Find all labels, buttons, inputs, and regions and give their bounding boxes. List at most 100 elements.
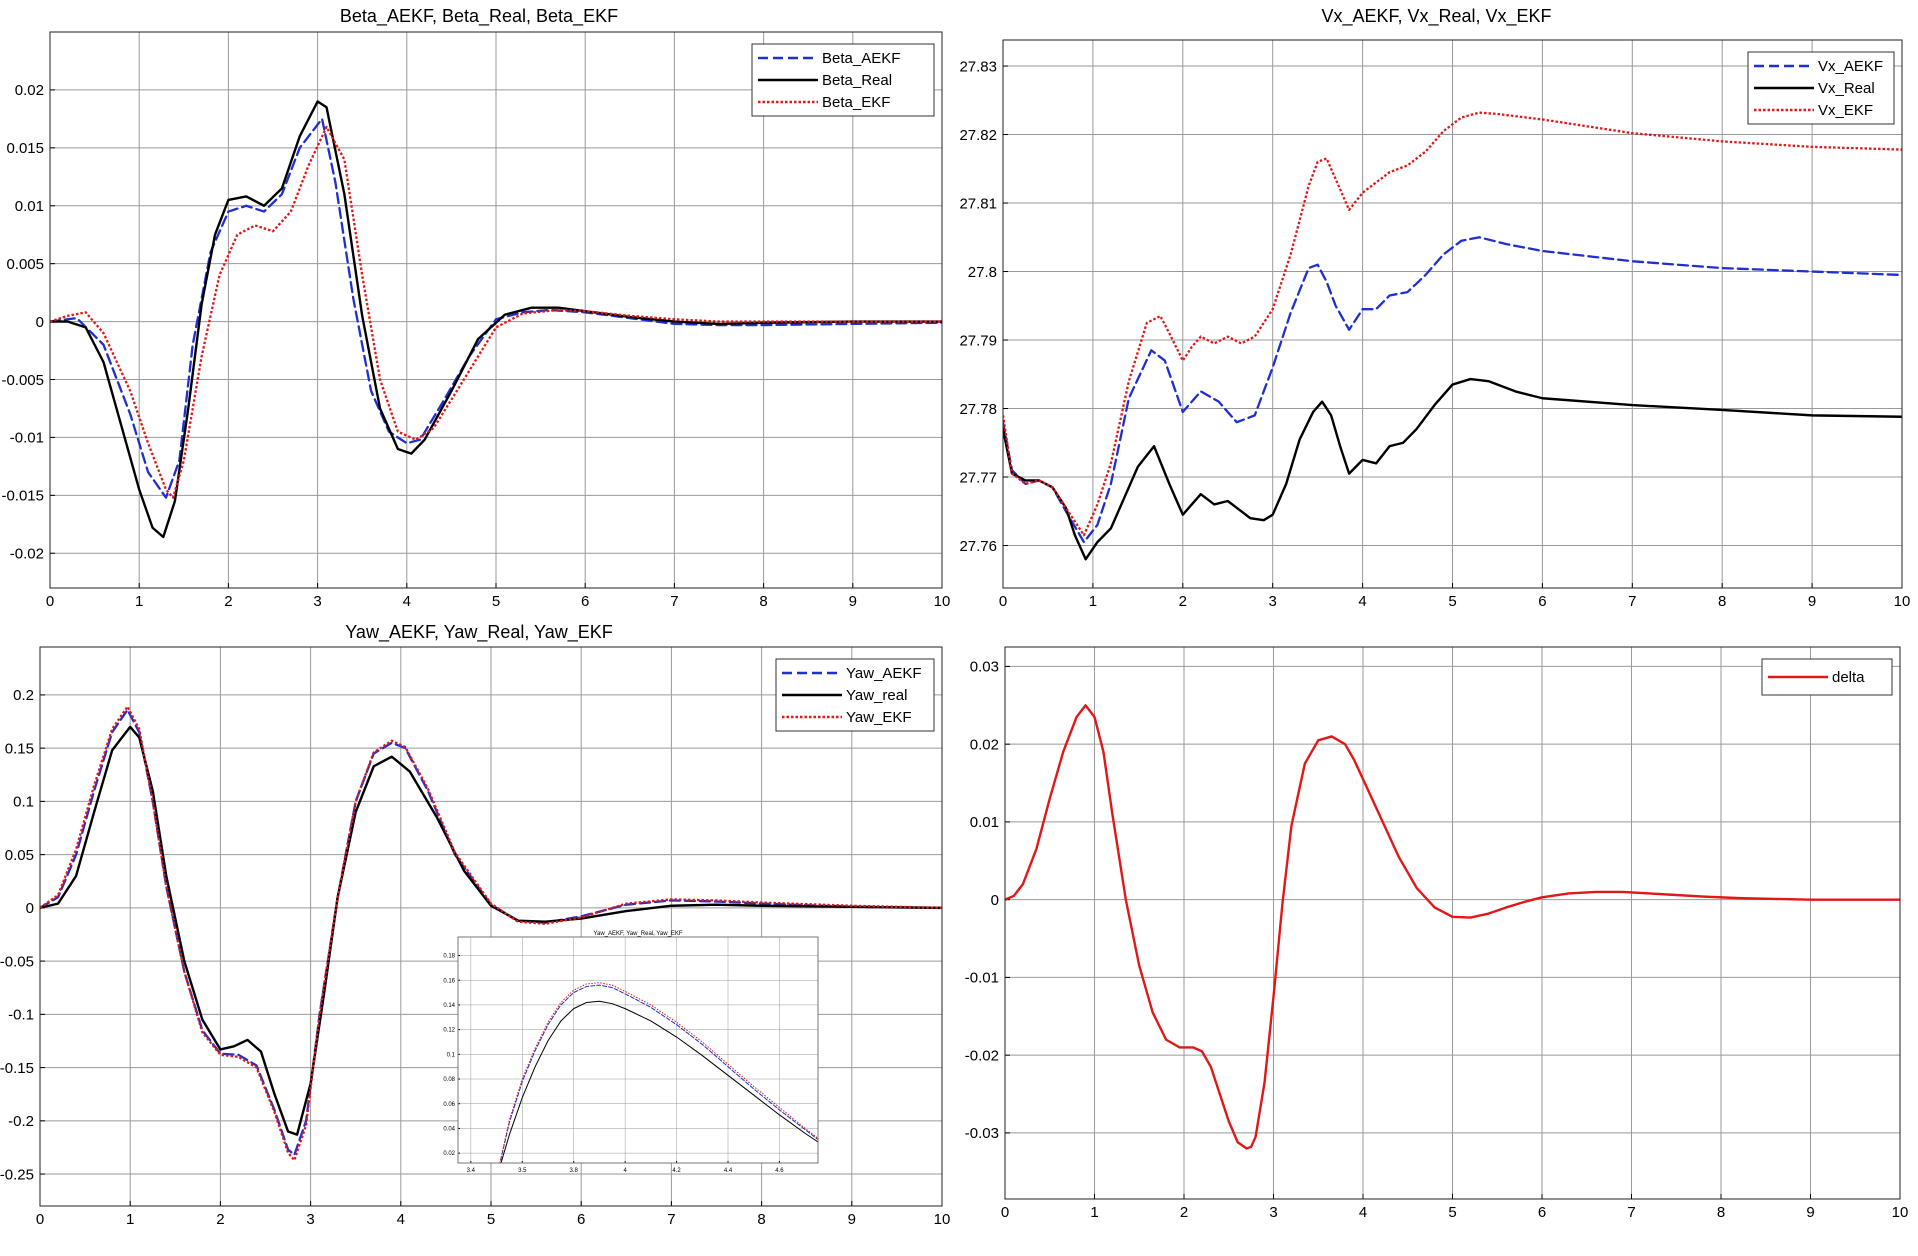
x-tick-label: 9	[849, 593, 857, 610]
x-tick-label: 10	[934, 1211, 951, 1228]
legend-label: Beta_AEKF	[822, 50, 900, 67]
chart-yaw-inset: 3.4 3.5 3.8 4 4.2 4.4 4.6 0.18 0.16 0.14 0.12 0.1 0.…	[443, 931, 819, 1174]
chart-beta: 0 1 2 3 4 5 6 7 8 9 10 0.02 0.015 0.01 0.005 0 -0.005 -0.…	[1, 31, 950, 610]
x-tick-label: 6	[581, 593, 589, 610]
legend: Vx_AEKF Vx_Real Vx_EKF	[1747, 51, 1895, 125]
x-tick-label: 3	[1269, 593, 1277, 610]
chart-title-yaw: Yaw_AEKF, Yaw_Real, Yaw_EKF	[345, 622, 613, 642]
y-tick-label: 0.08	[443, 1077, 455, 1083]
x-tick-label: 4.2	[672, 1168, 681, 1174]
series-line-vx_aekf	[1003, 236, 1902, 544]
legend-label: Yaw_real	[846, 687, 907, 704]
x-tick-label: 2	[1179, 593, 1187, 610]
y-tick-label: 0	[36, 314, 44, 331]
x-tick-label: 5	[1448, 1204, 1456, 1221]
y-tick-label: 0.03	[970, 659, 999, 676]
x-tick-label: 7	[1628, 593, 1636, 610]
plot-frame	[1004, 646, 1901, 1200]
y-tick-label: 0.12	[443, 1028, 455, 1034]
plot-frame	[1002, 39, 1903, 589]
plot-frame	[457, 936, 819, 1164]
y-tick-label: -0.25	[0, 1166, 34, 1183]
y-tick-label: -0.01	[965, 970, 999, 987]
x-tick-label: 3.8	[570, 1168, 579, 1174]
y-tick-label: 0.02	[15, 82, 44, 99]
y-tick-label: 27.83	[959, 58, 997, 75]
x-tick-label: 9	[1806, 1204, 1814, 1221]
x-tick-label: 3	[1269, 1204, 1277, 1221]
x-tick-label: 1	[126, 1211, 134, 1228]
y-tick-label: 0.15	[5, 740, 34, 757]
legend-label: Vx_AEKF	[1818, 58, 1883, 75]
chart-delta: 0 1 2 3 4 5 6 7 8 9 10 0.03 0.02 0.01 0 -0.01 -0.02 -0.03…	[965, 646, 1908, 1221]
plot-frame	[49, 31, 943, 589]
x-tick-label: 0	[36, 1211, 44, 1228]
x-tick-label: 9	[848, 1211, 856, 1228]
x-tick-label: 3	[313, 593, 321, 610]
y-tick-label: 0.14	[443, 1003, 455, 1009]
x-tick-label: 7	[667, 1211, 675, 1228]
x-tick-label: 0	[46, 593, 54, 610]
legend-label: Vx_Real	[1818, 80, 1875, 97]
x-tick-label: 3.4	[467, 1168, 476, 1174]
legend-label: Beta_Real	[822, 72, 892, 89]
y-tick-label: 0.16	[443, 978, 455, 984]
x-tick-label: 1	[1090, 1204, 1098, 1221]
x-tick-label: 2	[216, 1211, 224, 1228]
x-tick-label: 1	[135, 593, 143, 610]
x-tick-label: 5	[492, 593, 500, 610]
x-tick-label: 4.4	[724, 1168, 733, 1174]
x-tick-label: 6	[1538, 1204, 1546, 1221]
x-tick-label: 8	[1718, 593, 1726, 610]
series-line-vx_real	[1003, 377, 1902, 561]
y-tick-label: 0.05	[5, 847, 34, 864]
series-line-vx_ekf	[1003, 111, 1902, 537]
y-tick-label: 27.8	[968, 264, 997, 281]
x-tick-label: 9	[1808, 593, 1816, 610]
x-tick-label: 4	[403, 593, 411, 610]
series-line-beta_ekf	[50, 125, 942, 499]
series-line-delta	[1005, 704, 1900, 1150]
legend-label: Yaw_AEKF	[846, 665, 922, 682]
y-tick-label: -0.02	[10, 546, 44, 563]
y-tick-label: -0.1	[8, 1007, 34, 1024]
x-tick-label: 6	[1538, 593, 1546, 610]
y-tick-label: 0.1	[13, 794, 34, 811]
x-tick-label: 10	[1894, 593, 1911, 610]
y-tick-label: 0.2	[13, 687, 34, 704]
series-line-inset-0	[500, 1000, 818, 1163]
y-tick-label: 0.01	[970, 814, 999, 831]
chart-title-vx: Vx_AEKF, Vx_Real, Vx_EKF	[1321, 6, 1552, 26]
plot-area	[458, 937, 818, 1163]
inset-title: Yaw_AEKF, Yaw_Real, Yaw_EKF	[593, 931, 682, 937]
x-tick-label: 8	[759, 593, 767, 610]
y-tick-label: 0.005	[6, 256, 44, 273]
legend: Beta_AEKF Beta_Real Beta_EKF	[751, 43, 935, 117]
y-tick-label: 27.81	[959, 195, 997, 212]
y-tick-label: -0.05	[0, 953, 34, 970]
legend-label: Yaw_EKF	[846, 709, 912, 726]
legend-label: Beta_EKF	[822, 94, 890, 111]
y-tick-label: -0.01	[10, 430, 44, 447]
x-tick-label: 4	[397, 1211, 405, 1228]
y-tick-label: -0.015	[1, 488, 44, 505]
x-tick-label: 6	[577, 1211, 585, 1228]
x-tick-label: 4	[1358, 593, 1366, 610]
x-tick-label: 5	[487, 1211, 495, 1228]
y-tick-label: 0	[991, 892, 999, 909]
series-line-yaw_ekf	[40, 705, 942, 1162]
y-tick-label: 0.06	[443, 1102, 455, 1108]
y-tick-label: 27.76	[959, 538, 997, 555]
x-tick-label: 7	[670, 593, 678, 610]
x-tick-label: 0	[1001, 1204, 1009, 1221]
y-tick-label: -0.005	[1, 372, 44, 389]
x-tick-label: 4.6	[775, 1168, 784, 1174]
y-tick-label: -0.15	[0, 1060, 34, 1077]
y-tick-label: 27.79	[959, 332, 997, 349]
y-tick-label: 27.78	[959, 401, 997, 418]
x-tick-label: 2	[1180, 1204, 1188, 1221]
x-tick-label: 3	[306, 1211, 314, 1228]
plot-frame	[39, 646, 943, 1207]
y-tick-label: 0.01	[15, 198, 44, 215]
